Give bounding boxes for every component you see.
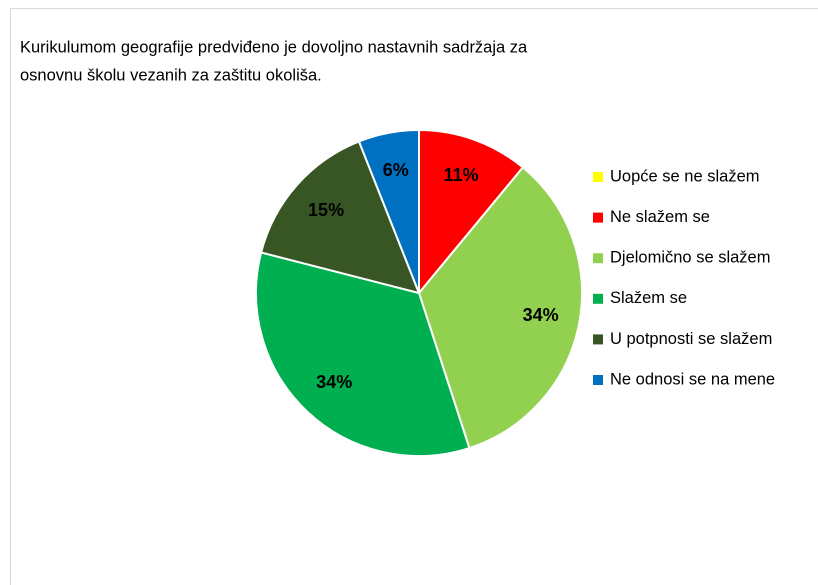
legend-label: Uopće se ne slažem [610, 167, 760, 185]
data-label: 6% [383, 160, 409, 180]
legend-label: Djelomično se slažem [610, 249, 770, 267]
data-label: 34% [523, 305, 559, 325]
pie-slice [417, 165, 583, 450]
legend-swatch [593, 253, 603, 264]
legend-label: Ne odnosi se na mene [610, 370, 775, 388]
legend-swatch [593, 293, 603, 304]
legend-swatch [593, 172, 603, 182]
pie-slice [255, 251, 471, 457]
legend-label: Ne slažem se [610, 208, 710, 226]
legend-swatch [593, 212, 603, 223]
chart-title: Kurikulumom geografije predviđeno je dov… [20, 38, 528, 56]
legend-swatch [593, 375, 603, 385]
pie-slice [259, 140, 421, 295]
data-label: 11% [443, 165, 478, 185]
pie-slice [357, 128, 420, 294]
data-label: 15% [308, 200, 344, 220]
pie-slice [418, 128, 525, 296]
legend-label: Slažem se [610, 289, 687, 307]
legend-label: U potpnosti se slažem [610, 330, 772, 348]
data-label: 34% [316, 372, 352, 392]
legend-swatch [593, 334, 603, 345]
chart-title: osnovnu školu vezanih za zaštitu okoliša… [20, 66, 322, 84]
